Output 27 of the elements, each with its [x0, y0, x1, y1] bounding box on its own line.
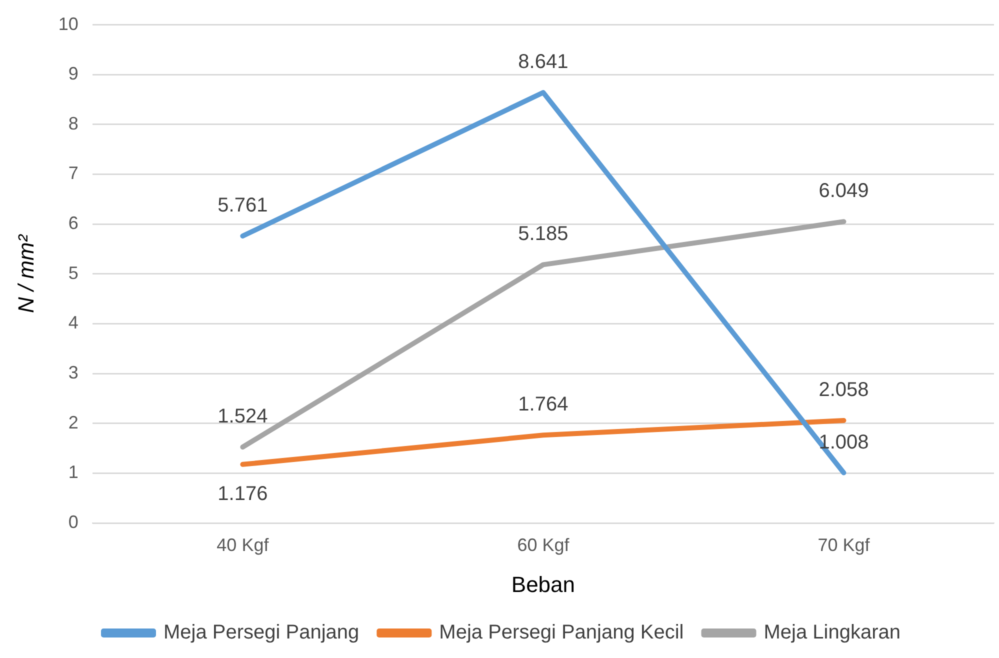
- data-label: 5.185: [518, 223, 568, 246]
- data-label: 1.524: [218, 406, 268, 428]
- legend-label: Meja Persegi Panjang: [164, 622, 360, 644]
- x-tick-label: 40 Kgf: [216, 534, 270, 555]
- y-tick-label: 7: [68, 163, 78, 184]
- x-tick-label: 70 Kgf: [818, 534, 871, 555]
- y-tick-label: 2: [68, 412, 78, 432]
- legend-label: Meja Persegi Panjang Kecil: [439, 622, 684, 644]
- x-tick-label: 60 Kgf: [517, 534, 570, 555]
- y-tick-label: 4: [68, 312, 78, 333]
- y-tick-label: 3: [68, 362, 78, 383]
- data-label: 6.049: [818, 180, 869, 202]
- data-label: 5.761: [218, 194, 268, 217]
- y-tick-label: 5: [68, 262, 78, 283]
- y-tick-label: 8: [68, 113, 78, 134]
- y-tick-label: 9: [68, 64, 78, 84]
- x-axis-title: Beban: [511, 572, 576, 597]
- data-label: 1.176: [218, 482, 268, 505]
- data-label: 1.764: [518, 394, 568, 416]
- y-tick-label: 10: [58, 14, 78, 34]
- y-tick-label: 6: [68, 213, 78, 234]
- y-tick-label: 1: [68, 462, 78, 482]
- data-label: 2.058: [818, 378, 869, 401]
- legend-label: Meja Lingkaran: [764, 622, 901, 644]
- data-label: 8.641: [518, 51, 568, 74]
- y-tick-label: 0: [68, 512, 78, 532]
- y-axis-title: N / mm²: [13, 234, 38, 313]
